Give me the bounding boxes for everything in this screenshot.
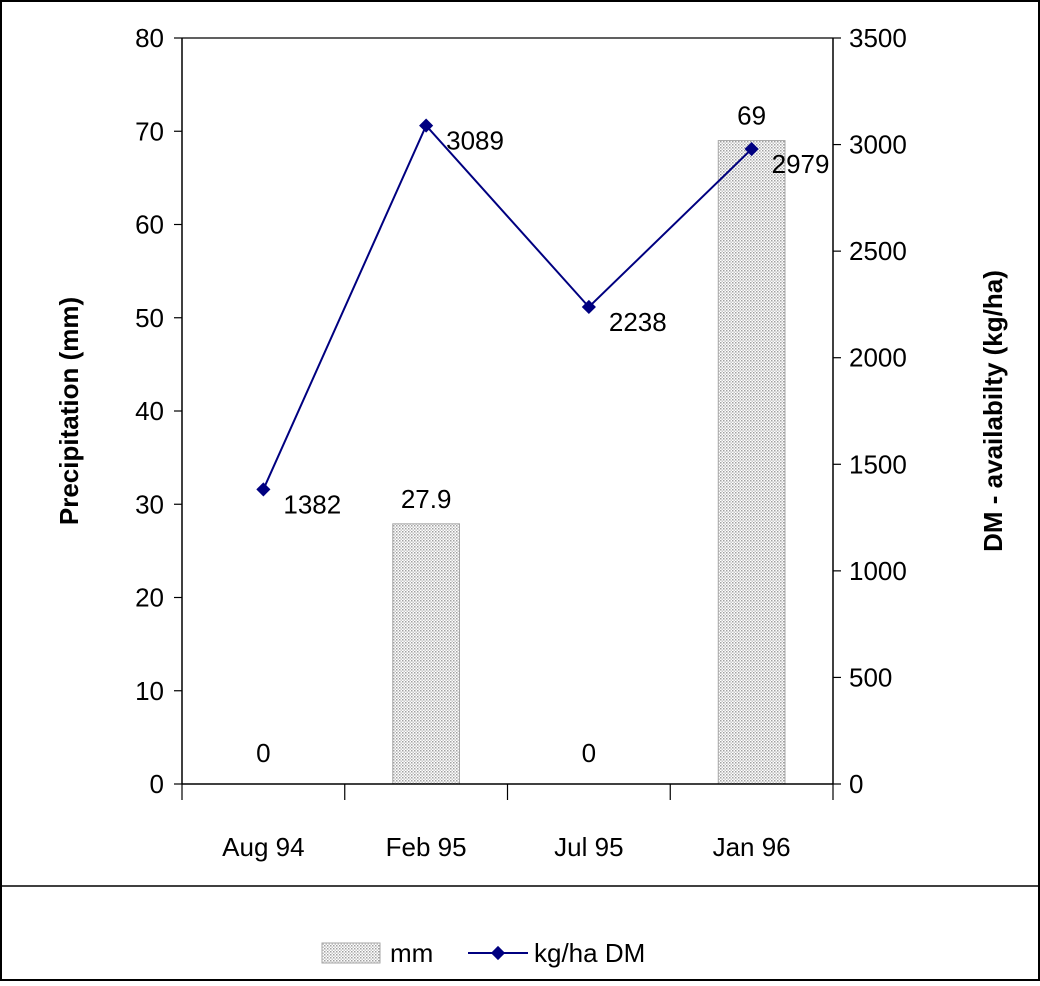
line-series-path	[262, 123, 753, 490]
y2-tick-label: 1500	[849, 449, 907, 479]
line-point-marker	[256, 482, 271, 497]
y-tick-label: 80	[135, 23, 164, 53]
legend-label-bar: mm	[390, 938, 433, 968]
line-data-label: 1382	[283, 489, 341, 519]
legend-label-line: kg/ha DM	[534, 938, 645, 968]
line-point-marker	[744, 141, 759, 157]
legend: mm kg/ha DM	[321, 938, 645, 968]
bars-layer	[392, 140, 786, 785]
axes-layer: 0 10 20 30 40 50 60 70 80 0 500 1000 1500 2000 2500 300…	[135, 23, 907, 862]
y-tick-label: 30	[135, 489, 164, 519]
y2-tick-label: 2000	[849, 343, 907, 373]
y-tick-label: 40	[135, 396, 164, 426]
y-tick-label: 60	[135, 210, 164, 240]
x-category-label: Aug 94	[222, 832, 304, 862]
y2-tick-label: 1000	[849, 556, 907, 586]
bar-data-label: 27.9	[401, 484, 452, 514]
line-layer	[256, 118, 759, 497]
bar	[392, 523, 460, 785]
y2-axis-title: DM - availabilty (kg/ha)	[978, 270, 1008, 552]
x-category-label: Jul 95	[554, 832, 623, 862]
legend-swatch-marker	[490, 945, 506, 961]
bar-data-label: 69	[737, 101, 766, 131]
y-tick-label: 0	[150, 769, 164, 799]
line-data-label: 3089	[446, 126, 504, 156]
legend-swatch-bar	[321, 942, 381, 964]
bar-data-label: 0	[582, 738, 596, 768]
x-category-label: Feb 95	[386, 832, 467, 862]
line-data-label: 2238	[609, 307, 667, 337]
line-point-marker	[419, 118, 434, 133]
labels-layer: 0 27.9 0 69 1382 3089 2238 2979	[256, 101, 829, 768]
line-point-marker	[581, 299, 596, 315]
bar	[717, 140, 786, 785]
y-tick-label: 50	[135, 303, 164, 333]
y2-tick-label: 0	[849, 769, 863, 799]
y2-tick-label: 3500	[849, 23, 907, 53]
y-tick-label: 70	[135, 116, 164, 146]
x-category-label: Jan 96	[713, 832, 791, 862]
y2-tick-label: 2500	[849, 236, 907, 266]
y-axis-title: Precipitation (mm)	[54, 297, 84, 525]
line-data-label: 2979	[772, 149, 830, 179]
y-tick-label: 10	[135, 676, 164, 706]
y2-tick-label: 500	[849, 662, 892, 692]
y2-tick-label: 3000	[849, 130, 907, 160]
bar-data-label: 0	[256, 738, 270, 768]
y-tick-label: 20	[135, 583, 164, 613]
